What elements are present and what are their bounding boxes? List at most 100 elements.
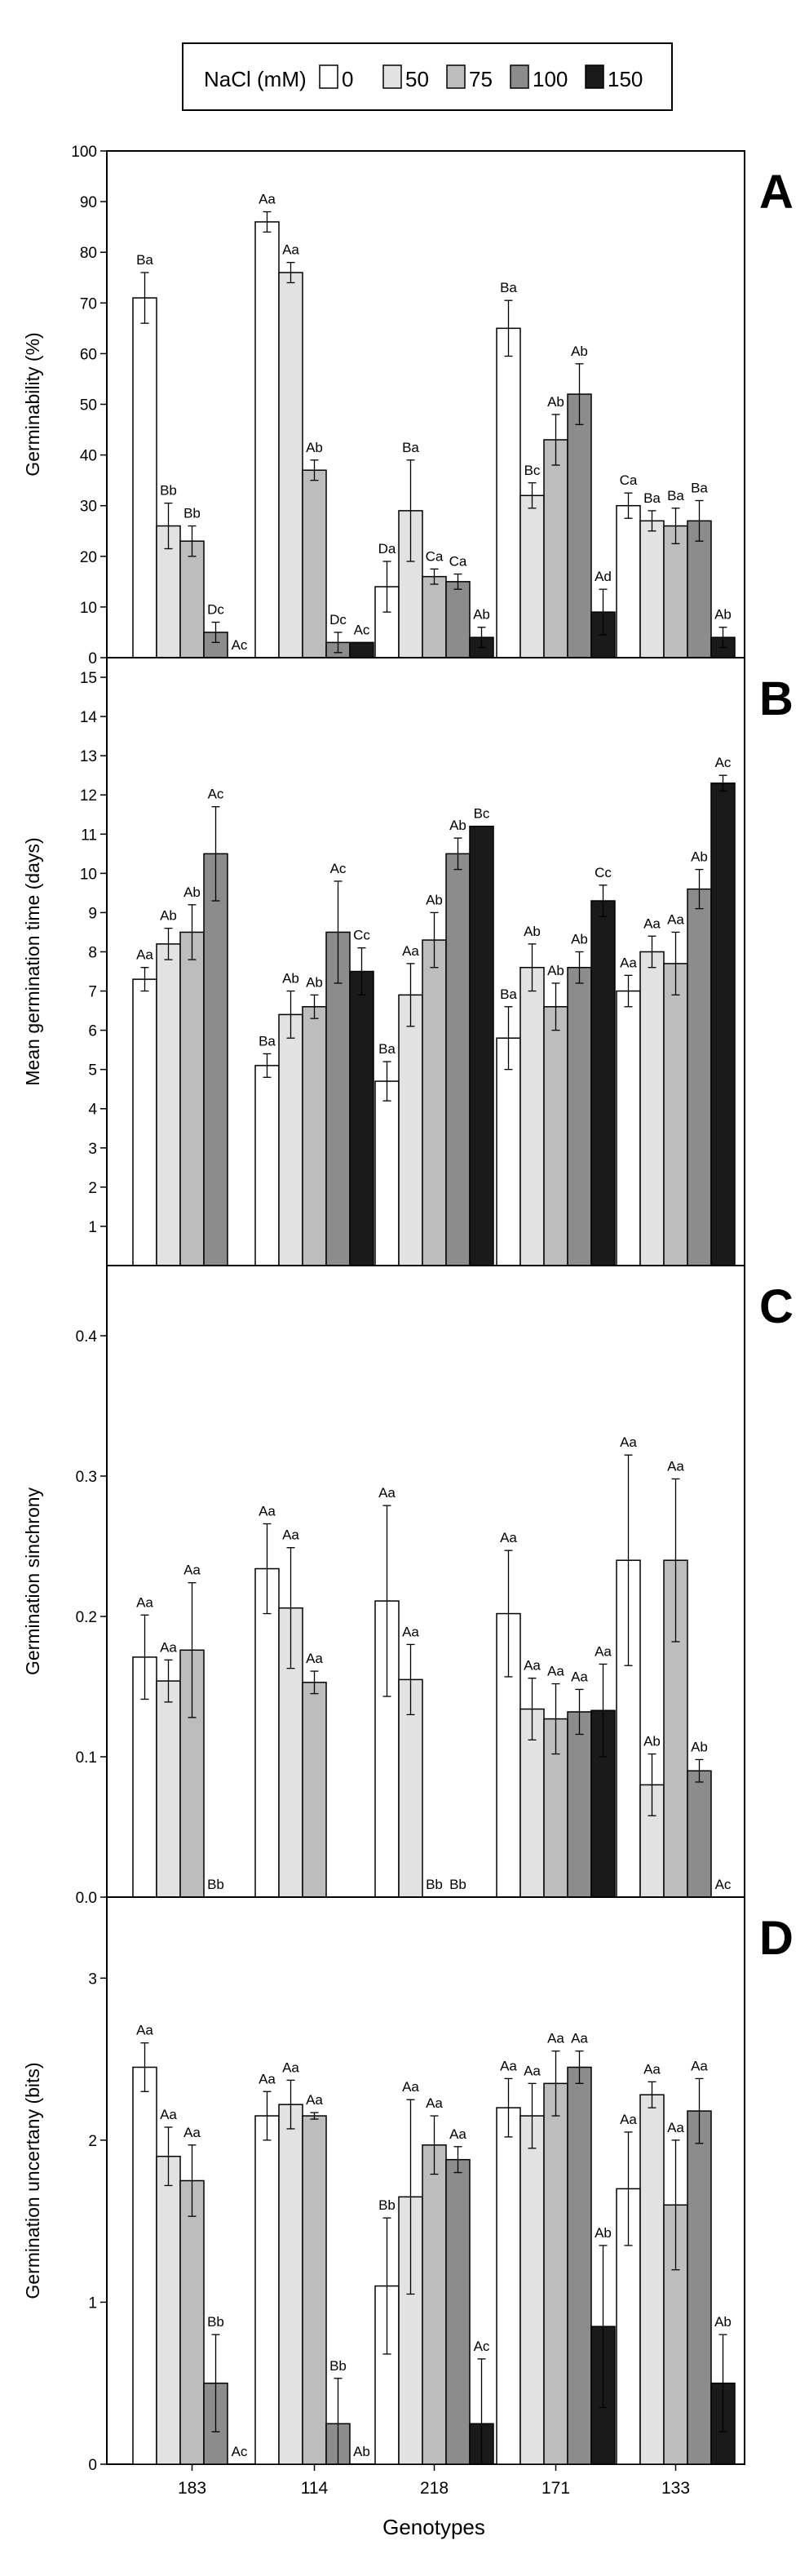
data-label-218-150: Ab (473, 607, 490, 623)
bar-171-150 (590, 900, 616, 1266)
bar-218-100 (445, 853, 471, 1266)
bar-171-100 (567, 2066, 592, 2465)
data-label-183-50: Aa (160, 1639, 177, 1655)
data-label-133-150: Ab (714, 607, 732, 623)
y-tick-label: 0.3 (76, 1469, 97, 1486)
bar-133-100 (687, 888, 712, 1266)
bar-218-100 (445, 581, 471, 658)
data-label-183-100: Dc (207, 602, 224, 618)
data-label-133-0: Ca (620, 472, 638, 488)
legend-swatch-50 (382, 64, 402, 89)
y-tick-label: 3 (88, 1141, 97, 1158)
data-label-183-0: Aa (136, 2023, 153, 2038)
y-tick-label: 2 (88, 2133, 97, 2150)
panel-letter-C: C (759, 1280, 794, 1333)
bar-183-100 (203, 853, 228, 1266)
data-label-183-150: Ac (232, 637, 248, 653)
data-label-171-75: Aa (547, 1664, 564, 1679)
bar-183-0 (132, 978, 157, 1266)
x-tick-label-183: 183 (178, 2479, 206, 2498)
y-tick-label: 4 (88, 1102, 97, 1119)
y-tick-label: 0 (88, 2457, 97, 2474)
legend-swatch-75 (446, 64, 466, 89)
data-label-114-0: Aa (259, 2071, 276, 2086)
y-tick-label: 1 (88, 2294, 97, 2312)
legend: NaCl (mM) 0 50 75 100 150 (182, 42, 673, 111)
y-tick-label: 50 (80, 397, 97, 415)
data-label-218-100: Aa (449, 2126, 466, 2142)
data-label-114-75: Ab (306, 440, 323, 455)
bar-114-75 (302, 1006, 327, 1266)
data-label-183-100: Bb (207, 1877, 224, 1892)
panel-C-ylabel: Germination sinchrony (22, 1487, 43, 1675)
y-tick-label: 80 (80, 245, 97, 262)
bar-114-50 (278, 272, 303, 658)
bar-183-50 (156, 2155, 181, 2465)
data-label-171-150: Cc (595, 865, 612, 880)
data-label-133-75: Aa (667, 911, 684, 927)
bar-171-50 (519, 2115, 545, 2465)
data-label-133-150: Ab (714, 2314, 732, 2330)
data-label-171-100: Aa (571, 2031, 588, 2046)
bar-114-100 (325, 931, 351, 1266)
bar-133-75 (663, 963, 688, 1266)
data-label-133-0: Aa (620, 1434, 637, 1450)
data-label-218-75: Bb (426, 1877, 443, 1892)
data-label-218-75: Aa (426, 2095, 443, 2111)
data-label-171-0: Aa (500, 2058, 517, 2073)
y-tick-label: 9 (88, 905, 97, 922)
bar-133-50 (639, 951, 665, 1266)
data-label-114-75: Ab (306, 974, 323, 990)
panel-A-ylabel: Germinability (%) (22, 332, 43, 476)
legend-label-100: 100 (533, 67, 568, 91)
legend-label-150: 150 (608, 67, 643, 91)
bar-171-0 (496, 327, 521, 658)
bar-114-0 (254, 1567, 280, 1898)
data-label-133-0: Aa (620, 2112, 637, 2127)
data-label-218-100: Bb (449, 1877, 466, 1892)
bar-171-100 (567, 393, 592, 658)
bar-218-75 (422, 2144, 447, 2465)
data-label-183-100: Bb (207, 2314, 224, 2330)
bar-133-0 (616, 504, 641, 658)
data-label-114-100: Dc (329, 612, 347, 627)
data-label-114-75: Aa (306, 2092, 323, 2108)
data-label-171-50: Bc (524, 463, 541, 478)
x-tick-label-218: 218 (420, 2479, 449, 2498)
bar-183-0 (132, 297, 157, 658)
data-label-133-0: Aa (620, 955, 637, 970)
data-label-133-50: Ba (643, 490, 661, 506)
x-axis-title: Genotypes (382, 2515, 485, 2539)
data-label-133-75: Aa (667, 2120, 684, 2135)
data-label-218-100: Ab (449, 818, 466, 833)
data-label-133-150: Ac (715, 755, 732, 770)
bar-114-75 (302, 2115, 327, 2465)
data-label-133-150: Ac (715, 1877, 732, 1892)
panel-letter-A: A (759, 166, 794, 219)
data-label-171-0: Aa (500, 1530, 517, 1545)
data-label-171-50: Aa (524, 2063, 541, 2078)
data-label-171-0: Ba (500, 280, 517, 295)
data-label-218-0: Aa (378, 1485, 396, 1501)
legend-label-50: 50 (405, 67, 429, 91)
y-tick-label: 6 (88, 1023, 97, 1040)
y-tick-label: 10 (80, 600, 97, 617)
y-tick-label: 2 (88, 1180, 97, 1197)
y-tick-label: 13 (80, 748, 97, 765)
bar-114-50 (278, 1013, 303, 1266)
bar-183-50 (156, 1680, 181, 1898)
data-label-218-50: Aa (402, 943, 419, 959)
data-label-114-0: Aa (259, 192, 276, 207)
data-label-171-100: Ab (571, 344, 588, 359)
data-label-114-150: Ab (353, 2444, 370, 2459)
y-tick-label: 7 (88, 984, 97, 1001)
bar-171-100 (567, 966, 592, 1266)
bar-183-50 (156, 943, 181, 1266)
y-tick-label: 1 (88, 1219, 97, 1236)
bar-114-50 (278, 2104, 303, 2465)
panel-letter-D: D (759, 1912, 794, 1965)
data-label-114-150: Ac (354, 622, 370, 637)
bar-183-100 (203, 632, 228, 658)
data-label-218-75: Ab (426, 892, 443, 907)
